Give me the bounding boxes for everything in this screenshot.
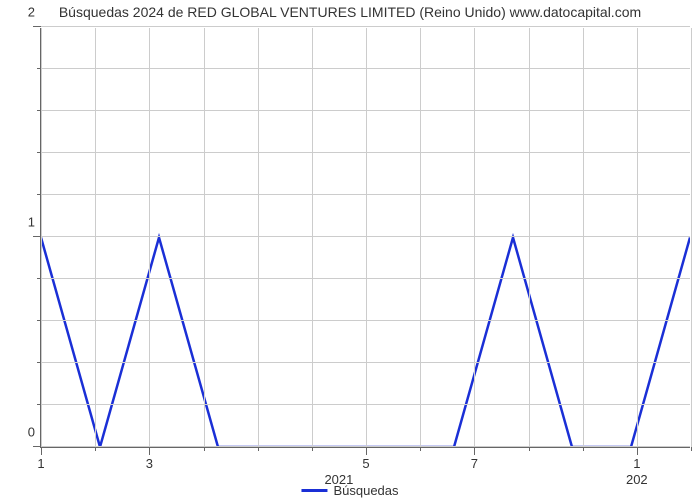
grid-horizontal [41, 194, 690, 195]
grid-vertical [366, 28, 367, 447]
y-tick [37, 404, 41, 405]
grid-vertical [41, 28, 42, 447]
grid-vertical [149, 28, 150, 447]
legend-swatch [301, 489, 327, 492]
grid-vertical [258, 28, 259, 447]
grid-vertical [474, 28, 475, 447]
y-tick [33, 26, 41, 27]
y-tick [37, 278, 41, 279]
grid-horizontal [41, 110, 690, 111]
grid-vertical [420, 28, 421, 447]
y-tick [37, 68, 41, 69]
x-tick [258, 447, 259, 451]
x-tick [420, 447, 421, 451]
grid-horizontal [41, 152, 690, 153]
grid-vertical [583, 28, 584, 447]
grid-vertical [312, 28, 313, 447]
grid-vertical [204, 28, 205, 447]
y-tick [37, 362, 41, 363]
x-axis-label: 3 [146, 456, 153, 471]
legend-label: Búsquedas [333, 483, 398, 498]
x-axis-label: 7 [471, 456, 478, 471]
x-axis-label: 1 [633, 456, 640, 471]
x-tick-major [366, 447, 367, 455]
grid-horizontal [41, 26, 690, 27]
y-tick [37, 110, 41, 111]
grid-vertical [637, 28, 638, 447]
chart-legend: Búsquedas [301, 483, 398, 498]
y-tick [37, 320, 41, 321]
chart-title: Búsquedas 2024 de RED GLOBAL VENTURES LI… [0, 0, 700, 20]
y-axis-label: 1 [15, 215, 35, 230]
y-tick [37, 194, 41, 195]
x-tick-major [474, 447, 475, 455]
y-axis-label: 0 [15, 425, 35, 440]
x-tick-major [637, 447, 638, 455]
x-tick [691, 447, 692, 451]
x-tick [95, 447, 96, 451]
grid-horizontal [41, 236, 690, 237]
x-tick [583, 447, 584, 451]
x-tick-major [41, 447, 42, 455]
y-tick [37, 152, 41, 153]
y-tick [33, 446, 41, 447]
grid-horizontal [41, 320, 690, 321]
x-tick [312, 447, 313, 451]
x-axis-sublabel: 202 [626, 472, 648, 487]
x-axis-label: 1 [37, 456, 44, 471]
y-tick [33, 236, 41, 237]
grid-horizontal [41, 68, 690, 69]
x-tick [529, 447, 530, 451]
grid-horizontal [41, 404, 690, 405]
grid-horizontal [41, 278, 690, 279]
x-tick [204, 447, 205, 451]
y-axis-label: 2 [15, 5, 35, 20]
grid-vertical [529, 28, 530, 447]
x-tick-major [149, 447, 150, 455]
grid-vertical [95, 28, 96, 447]
grid-horizontal [41, 362, 690, 363]
chart-plot-area: 012135712021202 [40, 28, 690, 448]
grid-vertical [691, 28, 692, 447]
x-axis-label: 5 [362, 456, 369, 471]
chart-container: Búsquedas 2024 de RED GLOBAL VENTURES LI… [0, 0, 700, 500]
